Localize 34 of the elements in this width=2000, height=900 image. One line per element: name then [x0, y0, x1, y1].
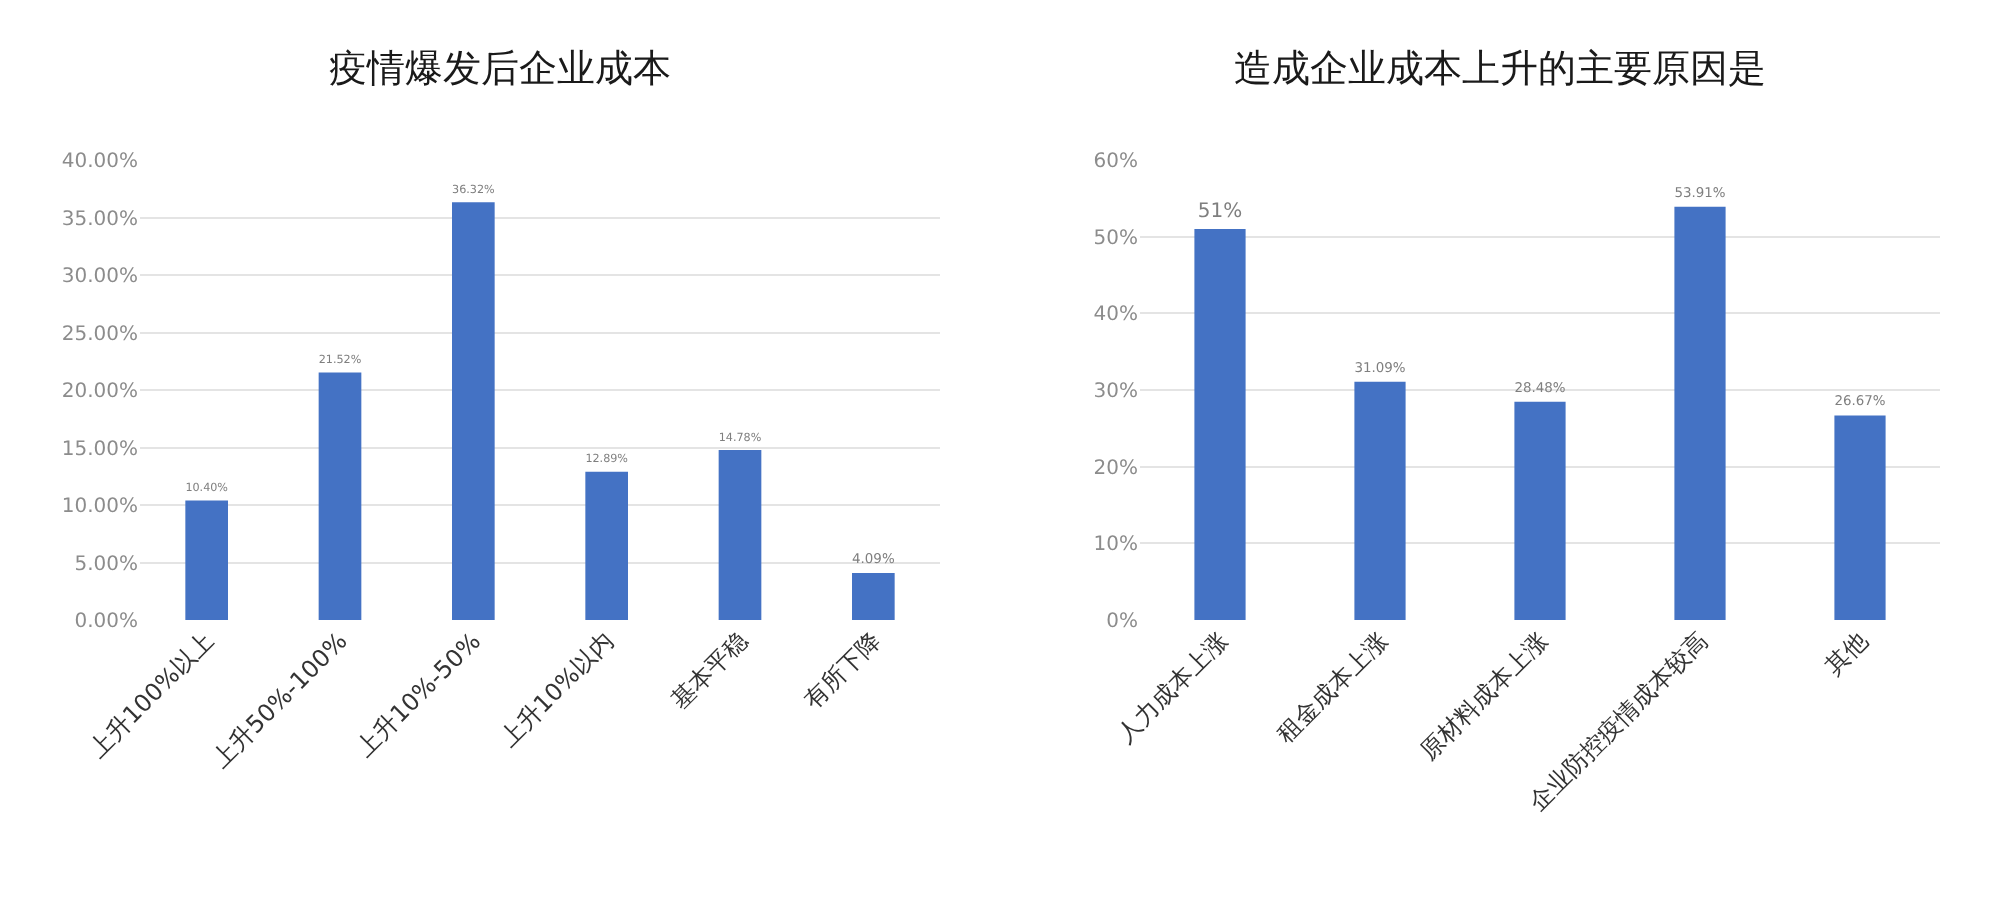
y-tick-label: 30%	[1093, 381, 1138, 403]
bar	[1194, 229, 1246, 620]
data-label: 51%	[1197, 201, 1243, 223]
bar	[585, 471, 628, 620]
y-tick-label: 35.00%	[61, 208, 138, 231]
x-tick-label: 原材料成本上涨	[1414, 626, 1553, 766]
y-tick-label: 25.00%	[61, 323, 138, 346]
bar	[185, 500, 228, 620]
bar	[452, 202, 495, 620]
x-tick-label: 基本平稳	[665, 626, 753, 715]
bar	[718, 450, 762, 620]
x-tick-label: 其他	[1818, 626, 1873, 681]
x-tick-label: 有所下降	[798, 626, 887, 715]
y-tick-label: 50%	[1093, 227, 1138, 250]
y-tick-label: 10.00%	[61, 496, 138, 518]
bar	[1354, 381, 1406, 620]
y-tick-label: 5.00%	[74, 553, 138, 576]
chart-title: 疫情爆发后企业成本	[329, 46, 671, 91]
y-tick-label: 40%	[1093, 304, 1138, 327]
y-tick-label: 10%	[1093, 534, 1138, 557]
bar	[852, 572, 895, 620]
y-tick-label: 15.00%	[61, 438, 138, 461]
bar	[1674, 206, 1726, 620]
bar	[318, 372, 362, 620]
chart-title: 造成企业成本上升的主要原因是	[1234, 46, 1766, 91]
x-tick-label: 租金成本上涨	[1271, 626, 1393, 749]
y-tick-label: 40.00%	[61, 151, 138, 173]
y-tick-label: 20.00%	[61, 381, 138, 403]
y-tick-label: 20%	[1093, 457, 1138, 480]
bar	[1834, 415, 1886, 620]
bar	[1514, 401, 1566, 620]
y-tick-label: 60%	[1093, 151, 1138, 173]
y-tick-label: 0.00%	[74, 611, 138, 633]
y-tick-label: 30.00%	[61, 266, 138, 288]
